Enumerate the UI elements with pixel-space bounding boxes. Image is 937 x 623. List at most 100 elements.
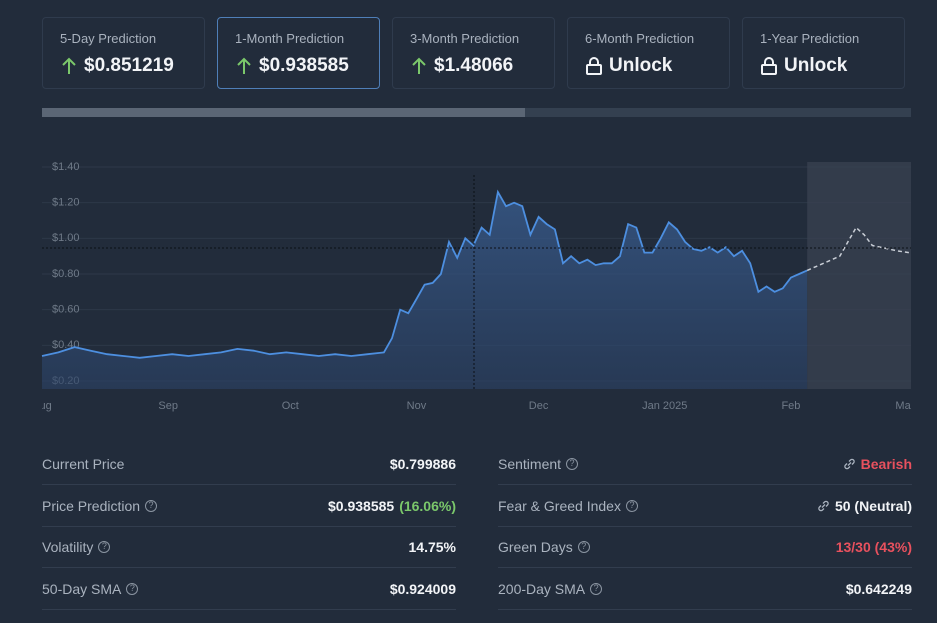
stat-label: 200-Day SMA bbox=[498, 580, 586, 597]
link bbox=[818, 500, 829, 511]
tab-value: $1.48066 bbox=[434, 55, 514, 76]
price-chart: $0.20$0.40$0.60$0.80$1.00$1.20$1.40 AugS… bbox=[32, 161, 914, 412]
arrow bbox=[62, 57, 76, 74]
stat-value: $0.799886 bbox=[389, 456, 456, 472]
shackle bbox=[764, 57, 774, 65]
stat-label: Current Price bbox=[42, 456, 125, 472]
tab-label: 1-Month Prediction bbox=[235, 31, 345, 46]
up-icon bbox=[62, 57, 76, 74]
help-icon bbox=[625, 499, 638, 512]
arrow bbox=[412, 57, 426, 74]
prediction-tab[interactable]: 5-Day Prediction $0.851219 bbox=[42, 17, 205, 89]
stat-label: Volatility bbox=[42, 539, 94, 555]
stat-label-wrap: Volatility bbox=[42, 539, 111, 555]
price-line bbox=[41, 189, 808, 359]
help-icon bbox=[126, 582, 139, 595]
plot bbox=[41, 162, 911, 389]
x-tick-label: Oct bbox=[282, 400, 299, 412]
stat-label-wrap: Sentiment bbox=[498, 456, 579, 472]
tab-label: 6-Month Prediction bbox=[585, 31, 695, 46]
tab-value-row: $0.851219 bbox=[60, 55, 174, 77]
stat-row: 50-Day SMA $0.924009 bbox=[42, 569, 456, 610]
arrow bbox=[237, 57, 251, 74]
link bbox=[843, 458, 855, 470]
stat-row: Price Prediction $0.938585(16.06%) bbox=[42, 486, 456, 527]
tab-value-row: Unlock bbox=[760, 55, 847, 77]
prediction-tab[interactable]: 6-Month Prediction Unlock bbox=[567, 17, 730, 89]
y-tick-label: $0.80 bbox=[52, 268, 80, 280]
shackle bbox=[589, 57, 599, 65]
help-icon bbox=[98, 541, 111, 553]
prediction-tab[interactable]: 3-Month Prediction $1.48066 bbox=[392, 17, 555, 89]
stat-label: 50-Day SMA bbox=[42, 580, 122, 597]
stat-label-wrap: Green Days bbox=[498, 539, 590, 555]
stat-value-wrap: $0.642249 bbox=[846, 581, 912, 597]
stat-label: Green Days bbox=[498, 539, 573, 555]
stat-value-wrap: 14.75% bbox=[409, 539, 456, 555]
stat-value: Bearish bbox=[860, 456, 912, 472]
area bbox=[42, 192, 808, 389]
x-tick-label: Nov bbox=[407, 400, 427, 412]
forecast-region bbox=[807, 162, 911, 389]
stat-row: Sentiment Bearish bbox=[498, 444, 912, 485]
y-tick-label: $1.20 bbox=[52, 197, 80, 209]
tab-value-row: $1.48066 bbox=[410, 55, 513, 77]
stat-label-wrap: 200-Day SMA bbox=[498, 580, 603, 597]
x-tick-label: Aug bbox=[32, 400, 52, 412]
stat-value-wrap: $0.799886 bbox=[390, 456, 456, 472]
stat-label-wrap: Price Prediction bbox=[42, 497, 158, 514]
link-icon bbox=[843, 458, 855, 470]
stat-row: Fear & Greed Index 50 (Neutral) bbox=[498, 486, 912, 527]
x-tick-label: Sep bbox=[158, 400, 178, 412]
stat-row: Green Days 13/30 (43%) bbox=[498, 527, 912, 568]
stat-value: $0.642249 bbox=[845, 580, 912, 597]
x-tick-label: Mar bbox=[895, 400, 914, 412]
stat-value-wrap: Bearish bbox=[843, 454, 912, 474]
up-icon bbox=[412, 57, 426, 74]
stat-value-wrap: 50 (Neutral) bbox=[817, 496, 912, 516]
body bbox=[761, 64, 777, 75]
stat-value: 14.75% bbox=[408, 539, 456, 555]
up-icon bbox=[237, 57, 251, 74]
stat-value: 13/30 (43%) bbox=[835, 539, 912, 555]
help-icon bbox=[145, 499, 158, 512]
stat-value-wrap: $0.938585 (16.06%) bbox=[328, 498, 456, 514]
stat-label: Fear & Greed Index bbox=[498, 497, 621, 514]
help-icon bbox=[577, 541, 590, 553]
help-icon bbox=[590, 582, 603, 595]
body bbox=[586, 64, 602, 75]
progress-track bbox=[42, 108, 911, 117]
stat-row: Current Price $0.799886 bbox=[42, 444, 456, 485]
stat-label-wrap: 50-Day SMA bbox=[42, 580, 139, 597]
prediction-tab[interactable]: 1-Year Prediction Unlock bbox=[742, 17, 905, 89]
help-icon bbox=[566, 458, 579, 470]
tab-value-row: $0.938585 bbox=[235, 55, 349, 77]
tab-value: Unlock bbox=[609, 55, 673, 76]
stat-change: (16.06%) bbox=[399, 497, 456, 514]
progress-fill bbox=[42, 108, 525, 117]
prediction-tab[interactable]: 1-Month Prediction $0.938585 bbox=[217, 17, 380, 89]
stat-row: 200-Day SMA $0.642249 bbox=[498, 569, 912, 610]
lock-icon bbox=[761, 57, 777, 75]
stat-value: 50 (Neutral) bbox=[834, 497, 912, 514]
tab-label: 1-Year Prediction bbox=[760, 31, 860, 46]
stat-value-wrap: $0.924009 bbox=[390, 581, 456, 597]
x-tick-label: Feb bbox=[781, 400, 800, 412]
tab-label: 5-Day Prediction bbox=[60, 31, 157, 46]
stat-row: Volatility 14.75% bbox=[42, 527, 456, 568]
tab-value: $0.851219 bbox=[84, 55, 174, 76]
y-tick-label: $0.60 bbox=[52, 304, 80, 316]
stat-value: $0.924009 bbox=[389, 580, 456, 597]
stat-value: $0.938585 bbox=[328, 497, 395, 514]
x-tick-label: Jan 2025 bbox=[642, 400, 687, 412]
link-icon bbox=[818, 500, 829, 511]
stat-label: Price Prediction bbox=[42, 497, 141, 514]
stat-label-wrap: Fear & Greed Index bbox=[498, 498, 638, 514]
tab-value-row: Unlock bbox=[585, 55, 672, 77]
forecast-line bbox=[806, 226, 910, 272]
lock-icon bbox=[586, 57, 602, 75]
y-tick-label: $1.00 bbox=[52, 232, 80, 244]
tab-label: 3-Month Prediction bbox=[410, 31, 520, 46]
stat-label-wrap: Current Price bbox=[42, 456, 124, 472]
